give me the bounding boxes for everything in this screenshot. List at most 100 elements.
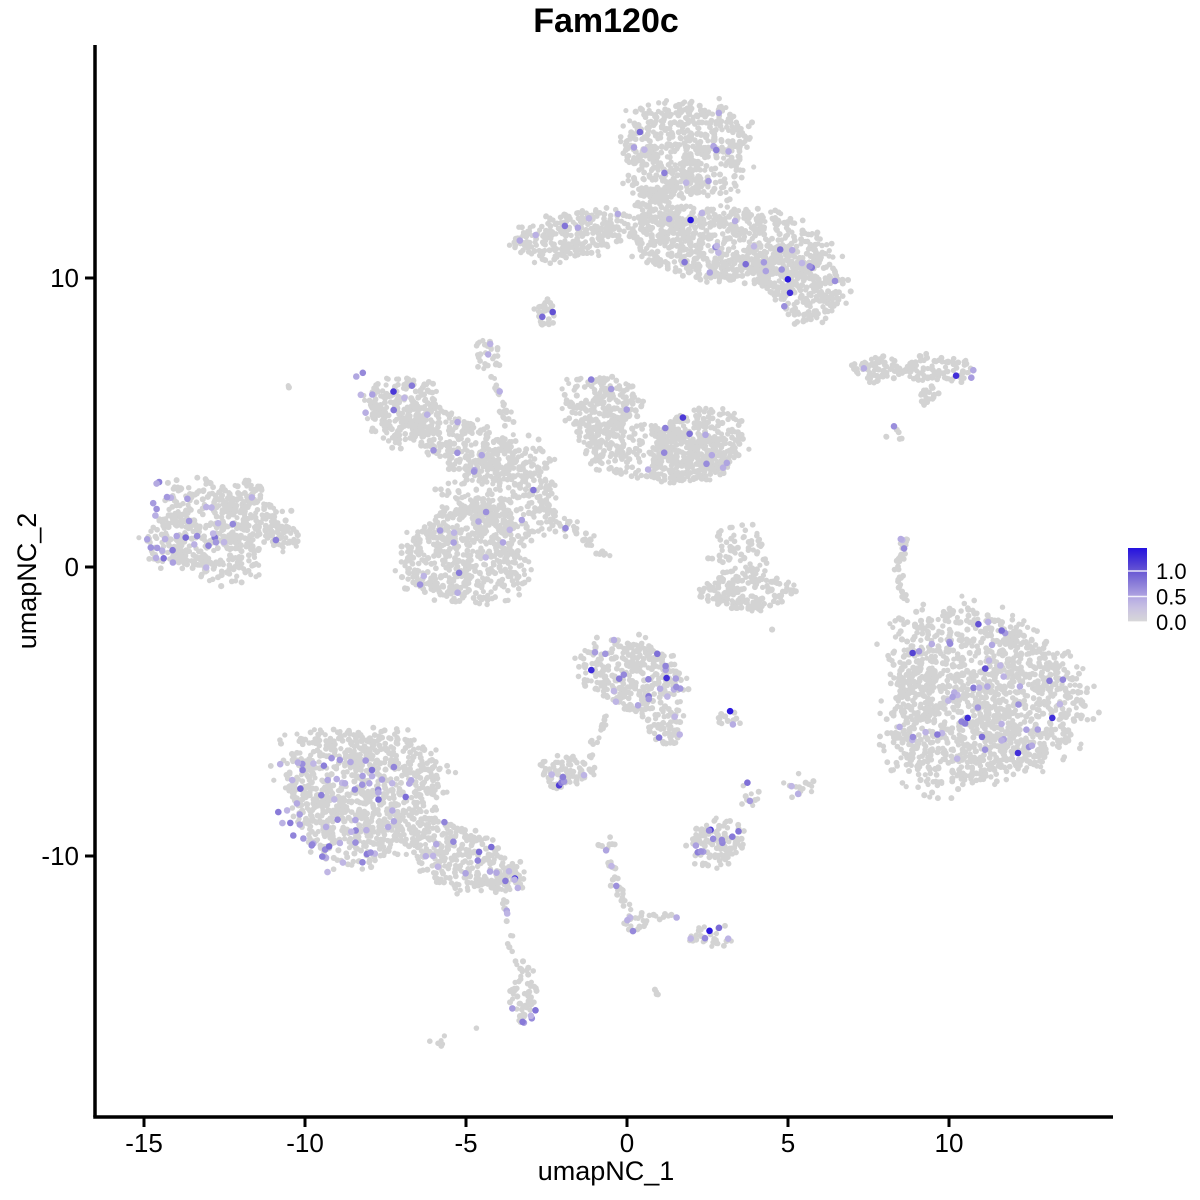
expressing-cell-point	[613, 882, 620, 890]
expressing-cell-point	[663, 674, 670, 682]
expressing-cell-point	[430, 447, 437, 454]
x-tick-label: -10	[286, 1128, 324, 1158]
expressing-cell-point	[359, 859, 366, 866]
expressing-cell-point	[607, 385, 615, 393]
expressing-cell-point	[968, 374, 975, 382]
expressing-cell-point	[660, 449, 668, 457]
expressing-cell-point	[744, 779, 751, 786]
expressing-cell-point	[897, 535, 905, 543]
expressing-cell-point	[502, 877, 509, 885]
expressing-cell-point	[890, 423, 898, 430]
expressing-cell-point	[705, 177, 712, 185]
expressing-cell-point	[205, 542, 212, 549]
expressing-cell-point	[352, 839, 359, 846]
expressing-cell-point	[687, 935, 694, 942]
expressing-cell-point	[975, 684, 983, 691]
expressing-cell-point	[293, 800, 301, 807]
expressing-cell-point	[981, 746, 989, 753]
expressing-cell-point	[703, 460, 710, 468]
expressing-cell-point	[358, 781, 366, 788]
expressing-cell-point	[762, 267, 770, 275]
y-axis-ticks: 10 0 -10	[41, 263, 95, 871]
expressing-cell-point	[1034, 726, 1042, 733]
expressing-cell-point	[482, 508, 490, 516]
expressing-cell-point	[173, 532, 180, 540]
expressing-cell-point	[455, 569, 463, 577]
expressing-cell-point	[532, 231, 539, 239]
expressing-cell-point	[1049, 714, 1056, 722]
expressing-cell-point	[1028, 742, 1036, 749]
expressing-cell-point	[909, 733, 917, 741]
expressing-cell-point	[390, 406, 398, 414]
expressing-points-layer	[143, 109, 1067, 1026]
expressing-cell-point	[532, 1007, 539, 1014]
expressing-cell-point	[715, 109, 723, 117]
expressing-cell-point	[1046, 677, 1053, 685]
expressing-cell-point	[970, 684, 977, 692]
expressing-cell-point	[359, 772, 366, 780]
expressing-cell-point	[153, 544, 161, 552]
expressing-cell-point	[687, 216, 694, 224]
expressing-cell-point	[296, 821, 304, 828]
expressing-cell-point	[715, 924, 723, 932]
expressing-cell-point	[516, 237, 524, 244]
expressing-cell-point	[530, 486, 537, 494]
expressing-cell-point	[454, 418, 461, 426]
expressing-cell-point	[641, 146, 648, 153]
expressing-cell-point	[656, 685, 664, 692]
expressing-cell-point	[503, 910, 511, 917]
expressing-cell-point	[308, 842, 316, 849]
expressing-cell-point	[949, 693, 956, 701]
expressing-cell-point	[325, 843, 333, 850]
expressing-cell-point	[300, 835, 307, 842]
expressing-cell-point	[416, 581, 424, 588]
expressing-cell-point	[645, 695, 653, 703]
expressing-cell-point	[388, 780, 396, 787]
expressing-cell-point	[984, 683, 991, 690]
expressing-cell-point	[662, 424, 669, 432]
expressing-cell-point	[860, 365, 868, 372]
expressing-cell-point	[423, 411, 431, 419]
expressing-cell-point	[928, 640, 936, 648]
expressing-cell-point	[518, 516, 526, 524]
axes: -15 -10 -5 0 5 10 10 0 -10 umapNC_1 umapNC_2	[12, 45, 1113, 1186]
expressing-cell-point	[742, 260, 749, 268]
expressing-cell-point	[634, 702, 642, 709]
expressing-cell-point	[806, 263, 813, 270]
y-tick-label: 0	[65, 552, 79, 582]
expressing-cell-point	[724, 935, 732, 942]
expressing-cell-point	[331, 796, 338, 803]
expressing-cell-point	[614, 210, 622, 218]
expressing-cell-point	[961, 720, 969, 727]
x-tick-label: 0	[620, 1128, 634, 1158]
expressing-cell-point	[978, 733, 986, 741]
colorbar-labels: 1.00.50.0	[1156, 559, 1187, 635]
expressing-cell-point	[191, 541, 198, 548]
expressing-cell-point	[788, 782, 795, 790]
expressing-cell-point	[220, 538, 228, 546]
expressing-cell-point	[161, 535, 169, 543]
plot-title: Fam120c	[533, 2, 679, 40]
x-tick-label: -15	[125, 1128, 163, 1158]
expressing-cell-point	[715, 249, 722, 256]
expressing-cell-point	[143, 536, 151, 543]
expressing-cell-point	[320, 762, 328, 769]
expressing-cell-point	[776, 246, 784, 253]
expressing-cell-point	[781, 303, 788, 310]
expressing-cell-point	[506, 526, 514, 534]
expressing-cell-point	[623, 406, 630, 413]
expressing-cell-point	[645, 676, 652, 683]
expressing-cell-point	[686, 430, 693, 438]
expressing-cell-point	[488, 843, 495, 851]
expressing-cell-point	[486, 868, 494, 875]
expressing-cell-point	[333, 775, 341, 783]
expressing-cell-point	[682, 179, 690, 186]
expressing-cell-point	[478, 451, 486, 459]
expressing-cell-point	[953, 755, 961, 762]
expressing-cell-point	[672, 675, 680, 682]
expressing-cell-point	[725, 148, 732, 155]
expressing-cell-point	[701, 934, 709, 942]
expressing-cell-point	[655, 734, 663, 741]
y-axis-label: umapNC_2	[12, 513, 42, 650]
